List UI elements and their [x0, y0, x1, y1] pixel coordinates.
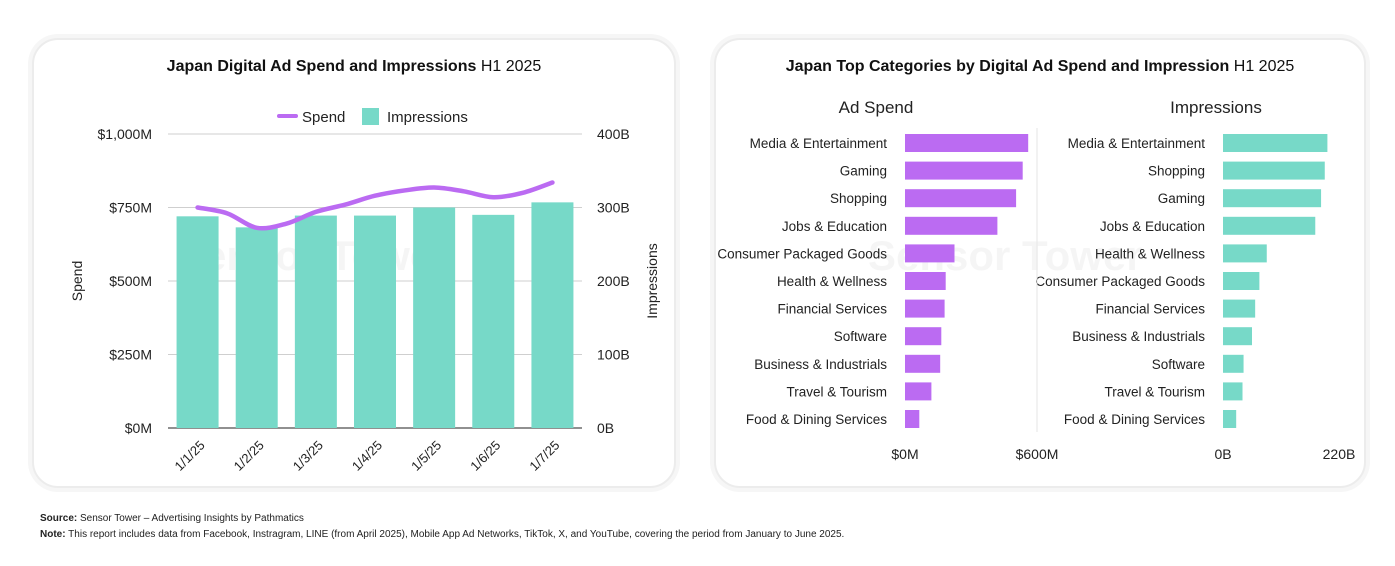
- impressions-category-label: Shopping: [1148, 164, 1205, 179]
- impressions-bar: [531, 202, 574, 428]
- ad-spend-category-label: Food & Dining Services: [746, 412, 887, 427]
- ad-spend-bar: [905, 410, 920, 428]
- impressions-bar: [1223, 216, 1316, 235]
- y-tick-label-left: $250M: [109, 347, 152, 363]
- coverage-note: Note: This report includes data from Fac…: [40, 529, 845, 540]
- impressions-x-tick-label: 220B: [1323, 446, 1356, 462]
- impressions-bar: [235, 227, 278, 428]
- impressions-category-label: Health & Wellness: [1095, 246, 1205, 261]
- ad-spend-bar: [905, 244, 955, 263]
- impressions-bar: [1223, 272, 1260, 290]
- impressions-category-label: Consumer Packaged Goods: [1035, 274, 1205, 289]
- source-note: Source: Sensor Tower – Advertising Insig…: [40, 513, 304, 524]
- ad-spend-bar: [905, 216, 998, 235]
- impressions-bar: [1223, 382, 1243, 401]
- ad-spend-category-label: Media & Entertainment: [750, 136, 888, 151]
- ad-spend-bar: [905, 272, 946, 290]
- impressions-bar: [1223, 354, 1244, 373]
- categories-chart-card: Japan Top Categories by Digital Ad Spend…: [714, 38, 1366, 488]
- y-tick-label-left: $750M: [109, 200, 152, 216]
- impressions-category-label: Financial Services: [1095, 302, 1205, 317]
- ad-spend-bar: [905, 134, 1029, 152]
- impressions-category-label: Software: [1152, 357, 1205, 372]
- y-tick-label-right: 100B: [597, 347, 630, 363]
- ad-spend-category-label: Financial Services: [777, 302, 887, 317]
- ad-spend-category-label: Consumer Packaged Goods: [717, 246, 887, 261]
- combo-chart-title: Japan Digital Ad Spend and Impressions H…: [166, 58, 542, 75]
- ad-spend-category-label: Gaming: [840, 164, 887, 179]
- y-tick-label-right: 300B: [597, 200, 630, 216]
- y-tick-label-right: 200B: [597, 273, 630, 289]
- ad-spend-category-label: Shopping: [830, 191, 887, 206]
- legend-label-spend: Spend: [302, 109, 345, 126]
- impressions-bar: [1223, 134, 1328, 152]
- y-axis-title-right: Impressions: [644, 243, 660, 318]
- impressions-category-label: Media & Entertainment: [1068, 136, 1206, 151]
- y-axis-title-left: Spend: [69, 261, 85, 301]
- impressions-bar: [1223, 244, 1267, 263]
- impressions-bar: [354, 215, 396, 428]
- spend-line: [195, 180, 555, 231]
- ad-spend-category-label: Health & Wellness: [777, 274, 887, 289]
- ad-spend-bar: [905, 189, 1017, 208]
- ad-spend-bar: [905, 354, 941, 373]
- ad-spend-x-tick-label: $0M: [891, 446, 918, 462]
- y-tick-label-left: $0M: [125, 420, 152, 436]
- y-tick-label-right: 0B: [597, 420, 614, 436]
- ad-spend-category-label: Travel & Tourism: [786, 384, 887, 399]
- impressions-bar: [176, 216, 219, 428]
- impressions-bar: [413, 207, 456, 428]
- ad-spend-category-label: Business & Industrials: [754, 357, 887, 372]
- ad-spend-subtitle: Ad Spend: [839, 98, 914, 117]
- impressions-category-label: Travel & Tourism: [1104, 384, 1205, 399]
- impressions-category-label: Business & Industrials: [1072, 329, 1205, 344]
- legend-swatch-impressions: [362, 108, 379, 125]
- y-tick-label-left: $500M: [109, 273, 152, 289]
- ad-spend-category-label: Software: [834, 329, 887, 344]
- impressions-bar: [1223, 327, 1252, 346]
- ad-spend-bar: [905, 161, 1023, 180]
- ad-spend-bar: [905, 382, 932, 401]
- impressions-bar: [1223, 410, 1237, 428]
- ad-spend-bar: [905, 327, 942, 346]
- impressions-bar: [1223, 299, 1256, 318]
- impressions-subtitle: Impressions: [1170, 98, 1262, 117]
- categories-chart: Ad Spend Media & Entertainment Gaming Shopp…: [717, 98, 1356, 462]
- legend-label-impressions: Impressions: [387, 109, 468, 126]
- impressions-bar: [294, 215, 337, 428]
- impressions-x-tick-label: 0B: [1214, 446, 1231, 462]
- y-tick-label-left: $1,000M: [98, 126, 152, 142]
- impressions-bar: [1223, 161, 1325, 180]
- ad-spend-category-label: Jobs & Education: [782, 219, 887, 234]
- impressions-bar: [472, 214, 515, 428]
- impressions-bar: [1223, 189, 1322, 208]
- impressions-category-label: Gaming: [1158, 191, 1205, 206]
- combo-chart: $0M 0B $250M 100B $500M 200B $750M 300B $1,000M 4…: [69, 108, 660, 474]
- ad-spend-x-tick-label: $600M: [1016, 446, 1059, 462]
- impressions-category-label: Food & Dining Services: [1064, 412, 1205, 427]
- categories-chart-title: Japan Top Categories by Digital Ad Spend…: [785, 58, 1295, 75]
- impressions-category-label: Jobs & Education: [1100, 219, 1205, 234]
- ad-spend-bar: [905, 299, 945, 318]
- y-tick-label-right: 400B: [597, 126, 630, 142]
